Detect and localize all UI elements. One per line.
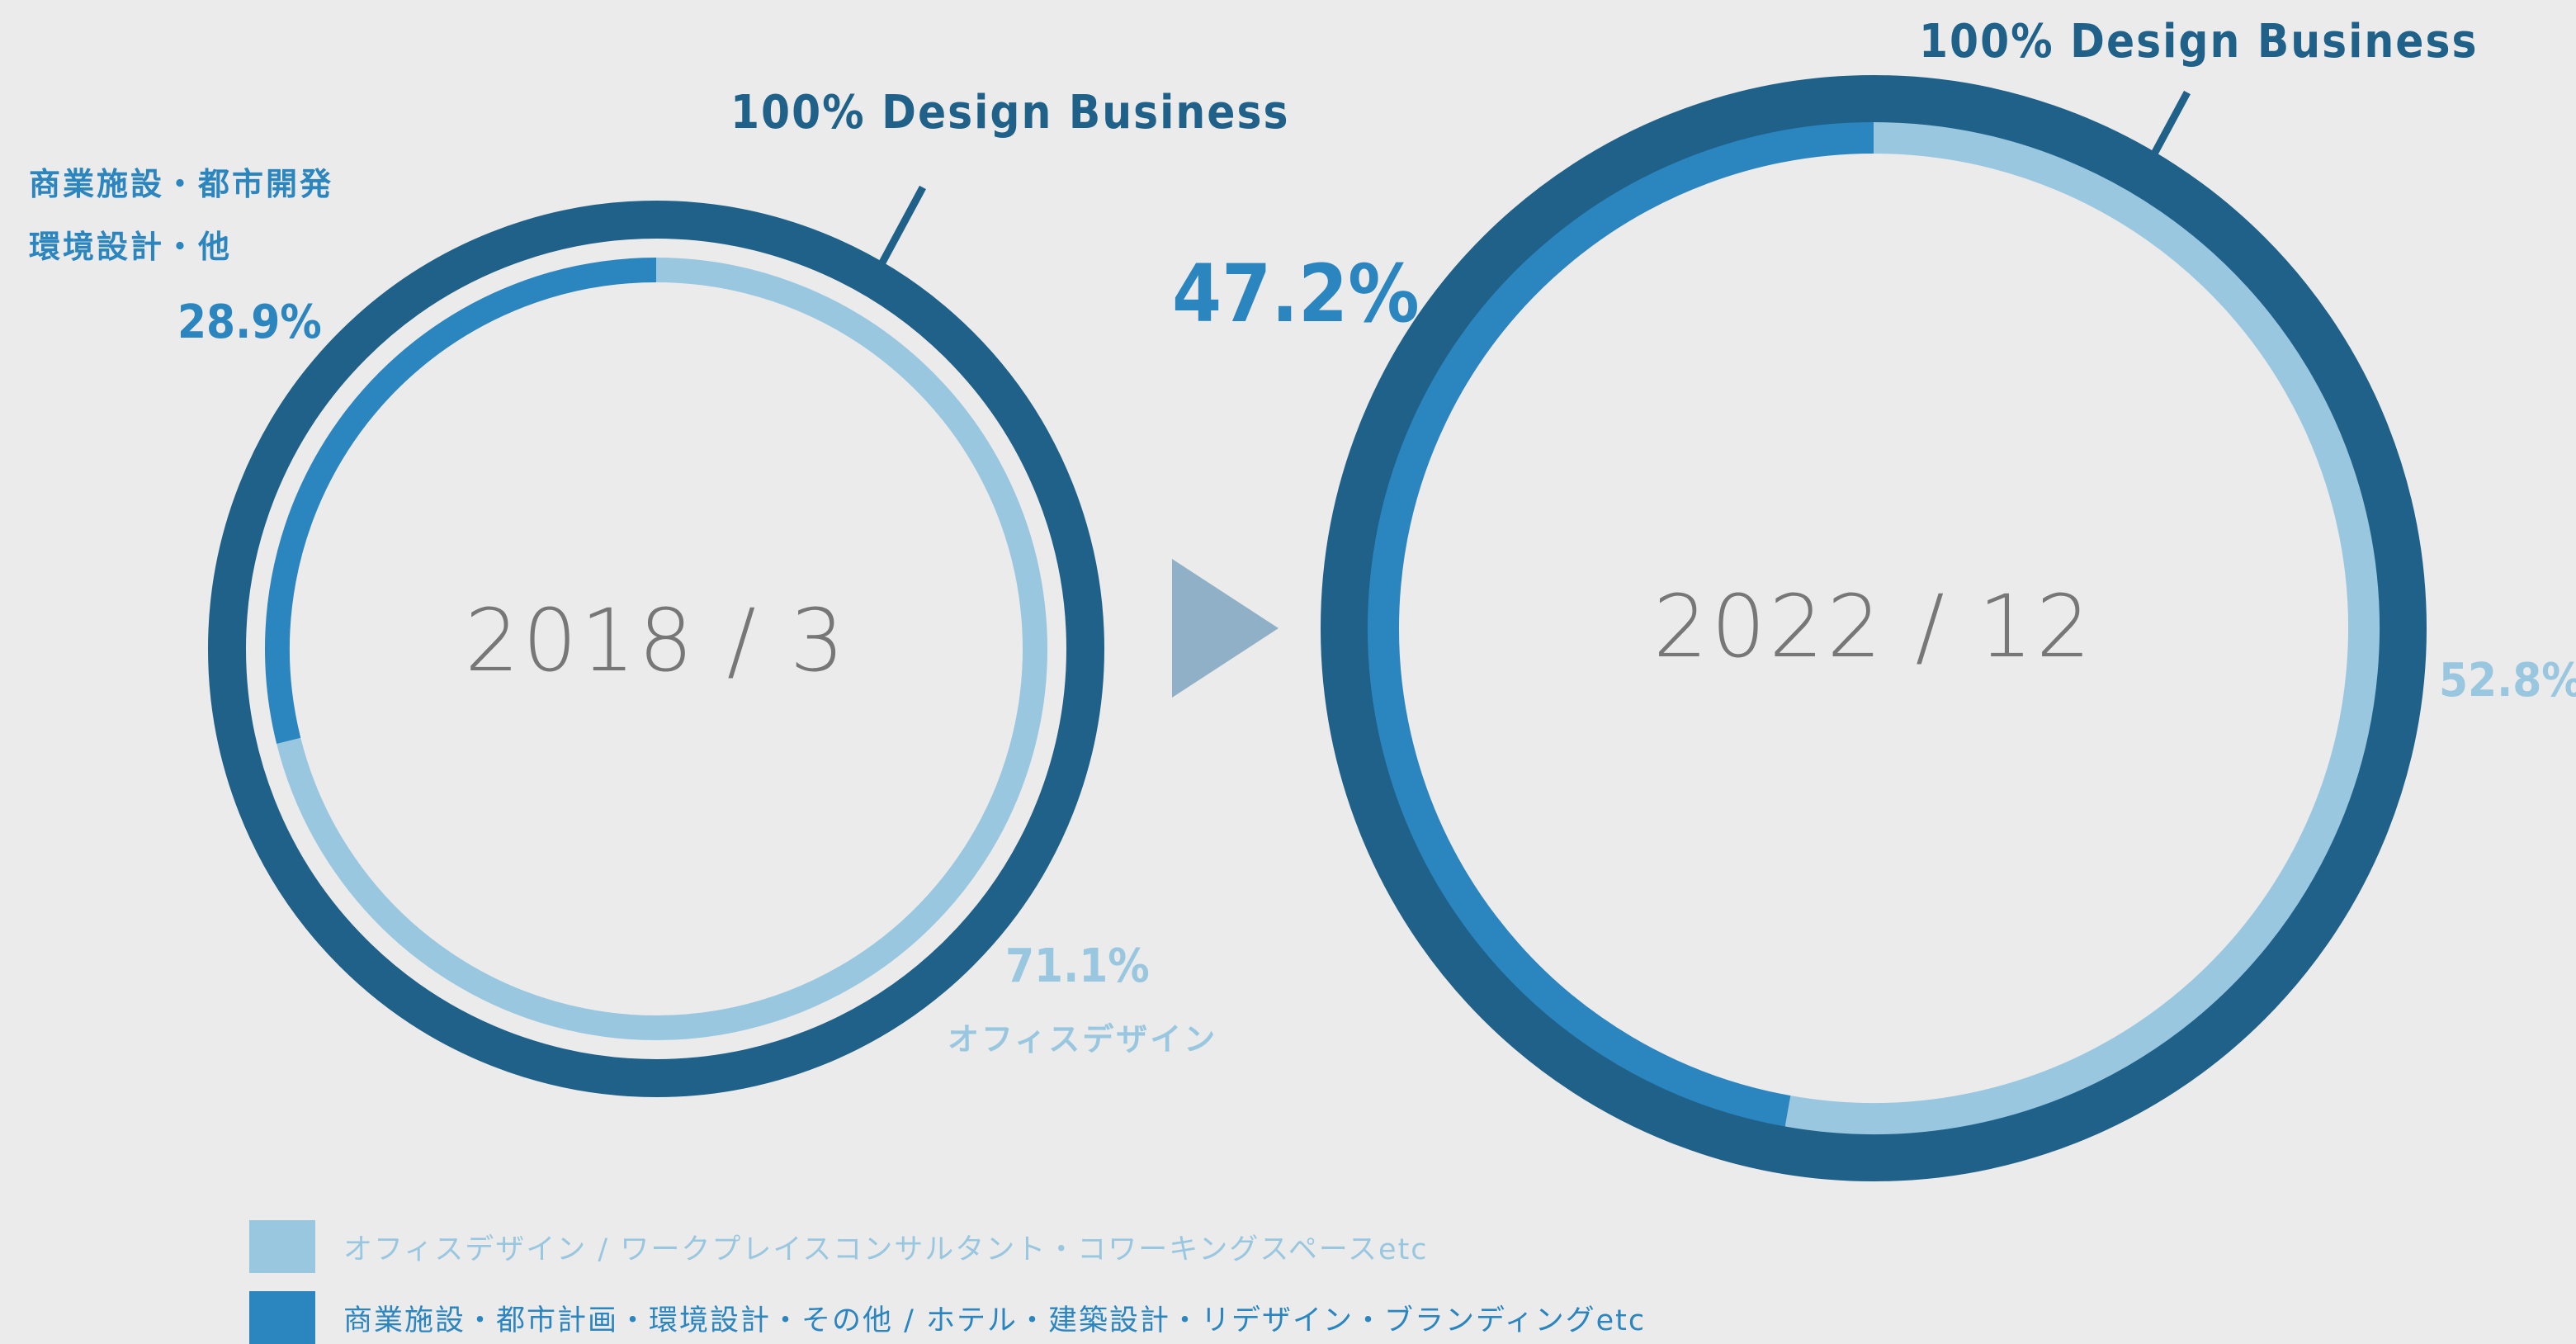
left-commercial-pct: 28.9%: [177, 296, 322, 349]
legend-label-commercial: 商業施設・都市計画・環境設計・その他 / ホテル・建築設計・リデザイン・ブランデ…: [343, 1304, 1647, 1337]
outer-ring-total: [1321, 75, 2427, 1181]
donut-2018: [208, 201, 1104, 1097]
donut-2022: [1321, 75, 2427, 1181]
outer-ring-total: [208, 201, 1104, 1097]
legend-item-office: オフィスデザイン / ワークプレイスコンサルタント・コワーキングスペースetc: [249, 1220, 1429, 1273]
left-brand-pointer: [879, 185, 926, 265]
arrow-right-icon: [1172, 559, 1279, 698]
donut-slice-office: [277, 258, 1047, 1040]
left-category-line2: 環境設計・他: [29, 229, 233, 265]
donut-slice-commercial: [1368, 122, 1874, 1127]
year-label-2018: 2018 / 3: [465, 590, 848, 691]
right-brand-label: 100% Design Business: [1919, 15, 2479, 69]
legend-swatch-commercial: [249, 1291, 315, 1344]
left-office-label: オフィスデザイン: [948, 1021, 1218, 1058]
right-commercial-pct: 47.2%: [1172, 248, 1420, 340]
donut-slice-office: [1784, 122, 2380, 1134]
right-office-pct: 52.8%: [2439, 654, 2576, 707]
legend-swatch-office: [249, 1220, 315, 1273]
left-office-pct: 71.1%: [1005, 939, 1150, 993]
left-category-line1: 商業施設・都市開発: [29, 166, 334, 202]
legend-label-office: オフィスデザイン / ワークプレイスコンサルタント・コワーキングスペースetc: [343, 1233, 1429, 1266]
right-brand-pointer: [2149, 90, 2191, 159]
year-label-2022: 2022 / 12: [1653, 576, 2094, 677]
legend-item-commercial: 商業施設・都市計画・環境設計・その他 / ホテル・建築設計・リデザイン・ブランデ…: [249, 1291, 1646, 1344]
donut-slice-commercial: [265, 258, 657, 744]
left-brand-label: 100% Design Business: [730, 86, 1290, 140]
